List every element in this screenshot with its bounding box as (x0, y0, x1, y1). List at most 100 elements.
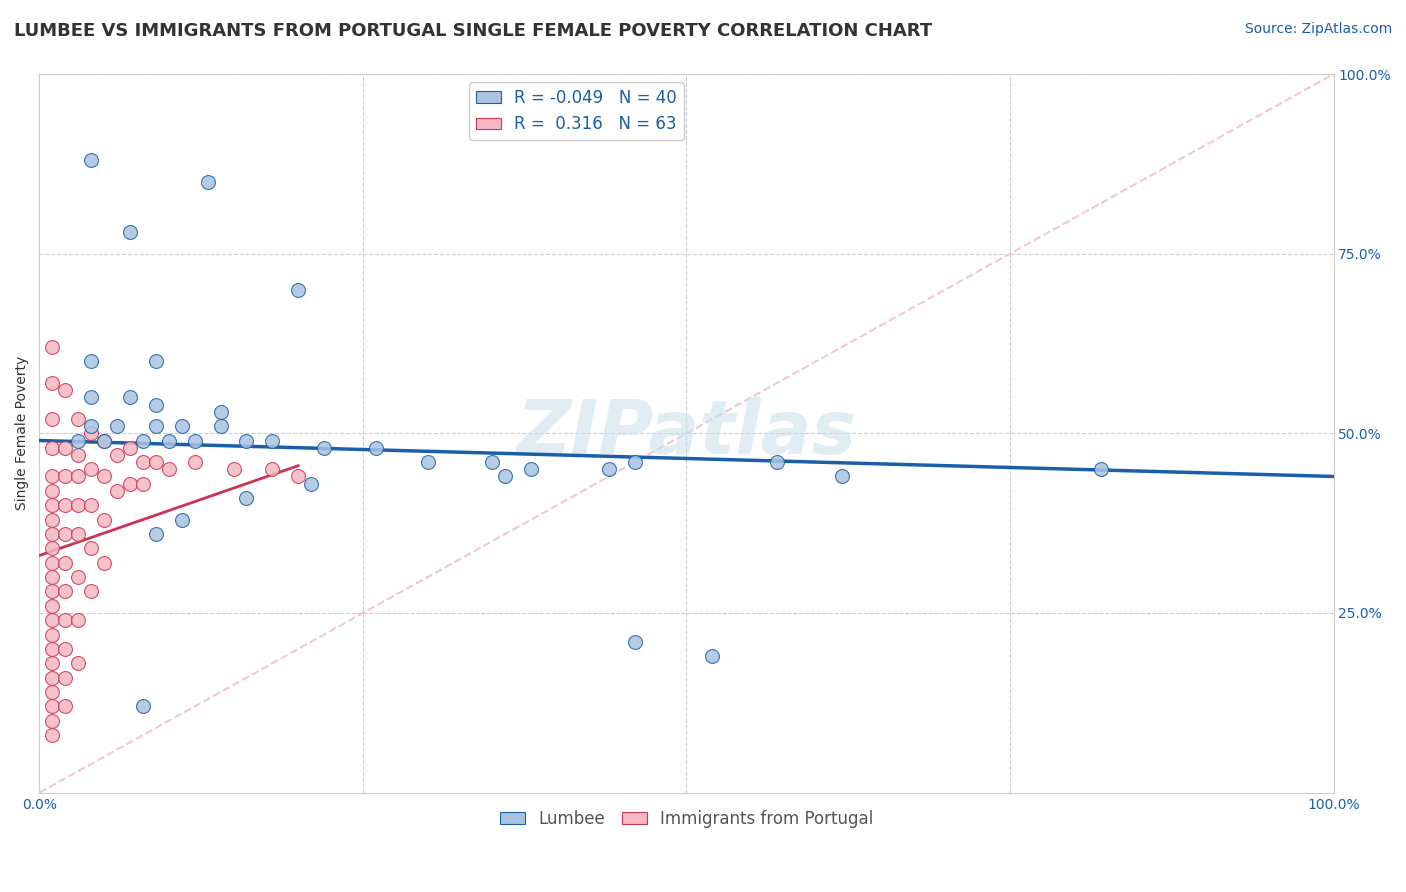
Point (41, 641, 63, 656)
Point (41, 570, 63, 584)
Point (67, 657, 90, 671)
Point (41, 469, 63, 483)
Point (481, 455, 503, 469)
Point (53, 498, 76, 512)
Point (157, 434, 180, 448)
Text: ZIPatlas: ZIPatlas (516, 397, 856, 470)
Point (67, 412, 90, 426)
Point (145, 398, 167, 412)
Point (145, 419, 167, 434)
Point (93, 469, 115, 483)
Point (132, 699, 155, 714)
Point (145, 354, 167, 368)
Point (41, 699, 63, 714)
Point (235, 491, 257, 505)
Point (105, 448, 128, 462)
Point (53, 613, 76, 627)
Point (67, 498, 90, 512)
Point (105, 483, 128, 498)
Point (53, 383, 76, 397)
Point (93, 434, 115, 448)
Point (1090, 462, 1112, 476)
Point (41, 340, 63, 354)
Point (53, 671, 76, 685)
Point (67, 469, 90, 483)
Point (80, 541, 103, 556)
Point (41, 527, 63, 541)
Point (132, 455, 155, 469)
Point (93, 512, 115, 526)
Point (41, 498, 63, 512)
Point (67, 613, 90, 627)
Point (170, 419, 193, 434)
Point (299, 476, 322, 491)
Point (41, 512, 63, 526)
Point (118, 476, 141, 491)
Text: Source: ZipAtlas.com: Source: ZipAtlas.com (1244, 22, 1392, 37)
Point (41, 685, 63, 699)
Point (41, 657, 63, 671)
Point (53, 469, 76, 483)
Point (157, 462, 180, 476)
Legend: Lumbee, Immigrants from Portugal: Lumbee, Immigrants from Portugal (494, 804, 880, 835)
Point (235, 434, 257, 448)
Point (41, 613, 63, 627)
Point (80, 391, 103, 405)
Point (93, 556, 115, 570)
Point (132, 476, 155, 491)
Point (80, 462, 103, 476)
Point (41, 541, 63, 556)
Point (145, 527, 167, 541)
Point (93, 434, 115, 448)
Point (41, 599, 63, 613)
Point (67, 570, 90, 584)
Point (41, 412, 63, 426)
Point (209, 419, 232, 434)
Point (132, 434, 155, 448)
Point (80, 426, 103, 441)
Point (262, 462, 284, 476)
Point (41, 728, 63, 742)
Point (67, 527, 90, 541)
Point (222, 462, 245, 476)
Point (105, 419, 128, 434)
Point (118, 391, 141, 405)
Point (53, 699, 76, 714)
Point (41, 556, 63, 570)
Point (183, 455, 205, 469)
Point (145, 455, 167, 469)
Point (41, 627, 63, 641)
Point (80, 584, 103, 599)
Point (80, 498, 103, 512)
Point (170, 512, 193, 526)
Point (53, 441, 76, 455)
Point (80, 419, 103, 434)
Point (41, 714, 63, 728)
Point (80, 354, 103, 368)
Text: LUMBEE VS IMMIGRANTS FROM PORTUGAL SINGLE FEMALE POVERTY CORRELATION CHART: LUMBEE VS IMMIGRANTS FROM PORTUGAL SINGL… (14, 22, 932, 40)
Point (118, 225, 141, 239)
Point (262, 434, 284, 448)
Point (623, 634, 645, 648)
Point (766, 455, 789, 469)
Point (67, 434, 90, 448)
Y-axis label: Single Female Poverty: Single Female Poverty (15, 356, 30, 510)
Point (53, 527, 76, 541)
Point (209, 405, 232, 419)
Point (41, 441, 63, 455)
Point (118, 441, 141, 455)
Point (623, 455, 645, 469)
Point (197, 175, 219, 189)
Point (831, 469, 853, 483)
Point (416, 455, 439, 469)
Point (287, 469, 309, 483)
Point (364, 441, 387, 455)
Point (287, 283, 309, 297)
Point (41, 376, 63, 390)
Point (183, 434, 205, 448)
Point (41, 671, 63, 685)
Point (41, 584, 63, 599)
Point (80, 153, 103, 168)
Point (598, 462, 620, 476)
Point (314, 441, 336, 455)
